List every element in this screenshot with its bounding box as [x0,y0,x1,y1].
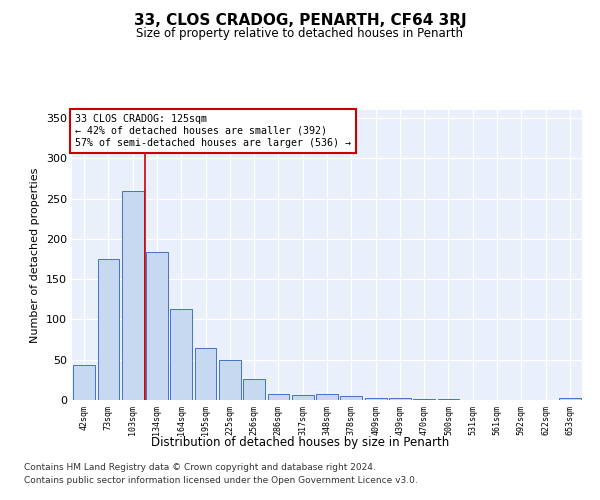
Bar [146,252,168,400]
Bar [316,394,338,400]
Bar [268,394,289,400]
Bar [413,399,435,400]
Bar [389,398,411,400]
Y-axis label: Number of detached properties: Number of detached properties [31,168,40,342]
Bar [437,399,460,400]
Bar [365,398,386,400]
Bar [122,190,143,400]
Bar [292,395,314,400]
Text: Contains public sector information licensed under the Open Government Licence v3: Contains public sector information licen… [24,476,418,485]
Bar [219,360,241,400]
Text: Contains HM Land Registry data © Crown copyright and database right 2024.: Contains HM Land Registry data © Crown c… [24,464,376,472]
Bar [194,348,217,400]
Bar [243,379,265,400]
Bar [170,309,192,400]
Bar [559,398,581,400]
Text: 33, CLOS CRADOG, PENARTH, CF64 3RJ: 33, CLOS CRADOG, PENARTH, CF64 3RJ [134,12,466,28]
Text: Size of property relative to detached houses in Penarth: Size of property relative to detached ho… [137,28,464,40]
Bar [340,396,362,400]
Text: Distribution of detached houses by size in Penarth: Distribution of detached houses by size … [151,436,449,449]
Bar [73,366,95,400]
Text: 33 CLOS CRADOG: 125sqm
← 42% of detached houses are smaller (392)
57% of semi-de: 33 CLOS CRADOG: 125sqm ← 42% of detached… [74,114,350,148]
Bar [97,259,119,400]
